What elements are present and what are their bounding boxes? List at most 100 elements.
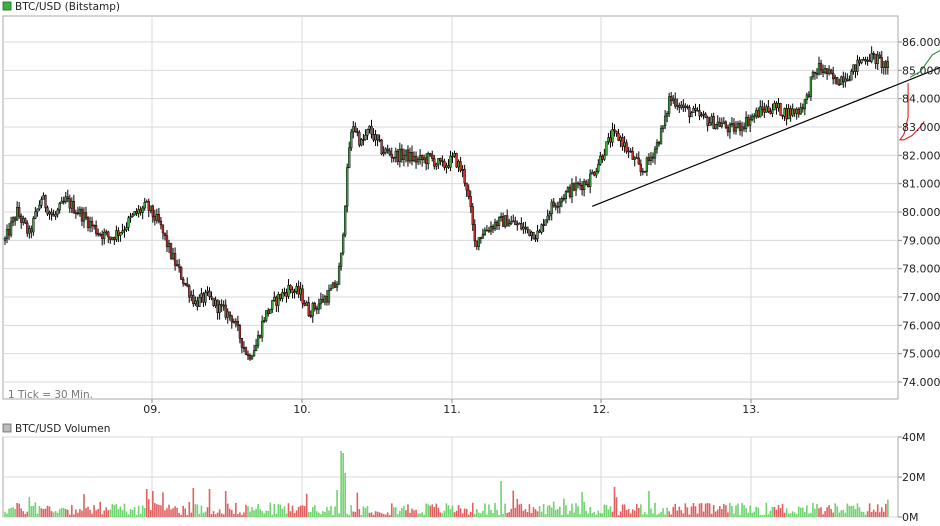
volume-bar <box>24 513 27 517</box>
volume-bar <box>287 503 290 517</box>
volume-bar <box>469 511 472 517</box>
candle-body <box>24 218 27 224</box>
volume-bar <box>407 504 409 517</box>
volume-bar <box>204 511 207 517</box>
candle-body <box>7 229 11 236</box>
price-candles <box>3 46 890 361</box>
candle-body <box>433 158 436 167</box>
candle-body <box>261 321 264 338</box>
volume-bar <box>154 502 156 517</box>
candle-body <box>471 206 474 225</box>
candle-body <box>830 69 833 74</box>
candle-body <box>384 148 387 153</box>
volume-bar <box>668 511 670 517</box>
candle-body <box>738 123 742 131</box>
price-x-tick-label: 12. <box>592 403 610 416</box>
candle-body <box>497 217 501 227</box>
volume-bar <box>149 510 152 517</box>
volume-bar <box>265 510 268 517</box>
candle-body <box>42 195 45 200</box>
candle-body <box>595 171 598 176</box>
candle-body <box>811 71 815 78</box>
candle-body <box>702 113 705 116</box>
candle-body <box>84 212 88 219</box>
candle-body <box>591 172 594 175</box>
volume-bar <box>378 512 381 517</box>
candle-body <box>335 284 339 288</box>
candle-body <box>688 107 691 118</box>
candle-body <box>103 231 106 239</box>
volume-bar <box>640 504 642 517</box>
candle-body <box>50 211 53 215</box>
volume-bar <box>482 511 484 517</box>
candle-body <box>131 214 134 217</box>
volume-bar <box>532 507 535 517</box>
volume-bar <box>682 513 685 517</box>
candle-body <box>58 203 61 211</box>
volume-bar <box>678 506 681 517</box>
volume-bar <box>309 511 312 517</box>
volume-y-axis: 40M 20M 0M <box>898 431 926 524</box>
candle-body <box>807 94 811 97</box>
candle-body <box>546 215 549 221</box>
volume-bar <box>556 509 559 517</box>
volume-bar <box>417 513 419 517</box>
candle-body <box>716 121 719 125</box>
volume-bar <box>565 505 567 517</box>
volume-bar <box>214 514 217 517</box>
candle-body <box>850 71 853 81</box>
candle-body <box>99 233 102 236</box>
volume-bar <box>516 498 519 517</box>
volume-bar <box>577 506 579 517</box>
volume-bar <box>783 512 786 517</box>
candle-body <box>854 64 857 72</box>
volume-bar <box>354 511 357 517</box>
candle-body <box>90 221 94 226</box>
candle-body <box>665 113 669 117</box>
candle-body <box>147 201 150 211</box>
volume-bar <box>107 510 110 517</box>
candle-body <box>48 211 51 215</box>
candle-body <box>325 296 329 303</box>
candle-body <box>303 302 306 306</box>
tick-note: 1 Tick = 30 Min. <box>8 389 93 401</box>
candle-body <box>427 153 430 165</box>
volume-bar <box>291 505 294 517</box>
volume-bar <box>623 504 626 517</box>
volume-bar <box>508 512 510 517</box>
candle-body <box>151 205 154 217</box>
candle-body <box>453 153 456 157</box>
volume-bar <box>85 508 87 517</box>
volume-bar <box>91 513 93 517</box>
candle-body <box>623 142 626 147</box>
candle-body <box>18 207 21 217</box>
volume-bar <box>429 505 432 517</box>
candle-body <box>635 157 638 159</box>
candle-body <box>605 141 608 156</box>
candle-body <box>423 157 426 161</box>
price-y-tick-label: 83.000 <box>902 121 940 134</box>
volume-bar <box>860 511 863 517</box>
candle-body <box>506 215 509 227</box>
candle-body <box>767 106 770 112</box>
candle-body <box>522 226 525 230</box>
candle-body <box>846 78 849 81</box>
candle-body <box>540 224 543 233</box>
candle-body <box>483 229 487 235</box>
volume-bar <box>117 509 120 517</box>
candle-body <box>779 103 782 116</box>
candle-body <box>346 167 349 207</box>
candle-body <box>852 64 855 72</box>
volume-bar <box>581 492 583 517</box>
volume-bar <box>802 507 804 517</box>
candle-body <box>88 221 92 228</box>
candle-body <box>127 217 130 228</box>
candle-body <box>404 149 408 156</box>
volume-bar <box>403 505 405 517</box>
candle-body <box>295 286 298 292</box>
candle-body <box>619 137 622 141</box>
volume-bar <box>356 492 359 517</box>
candle-body <box>584 181 588 185</box>
candle-body <box>315 308 318 310</box>
